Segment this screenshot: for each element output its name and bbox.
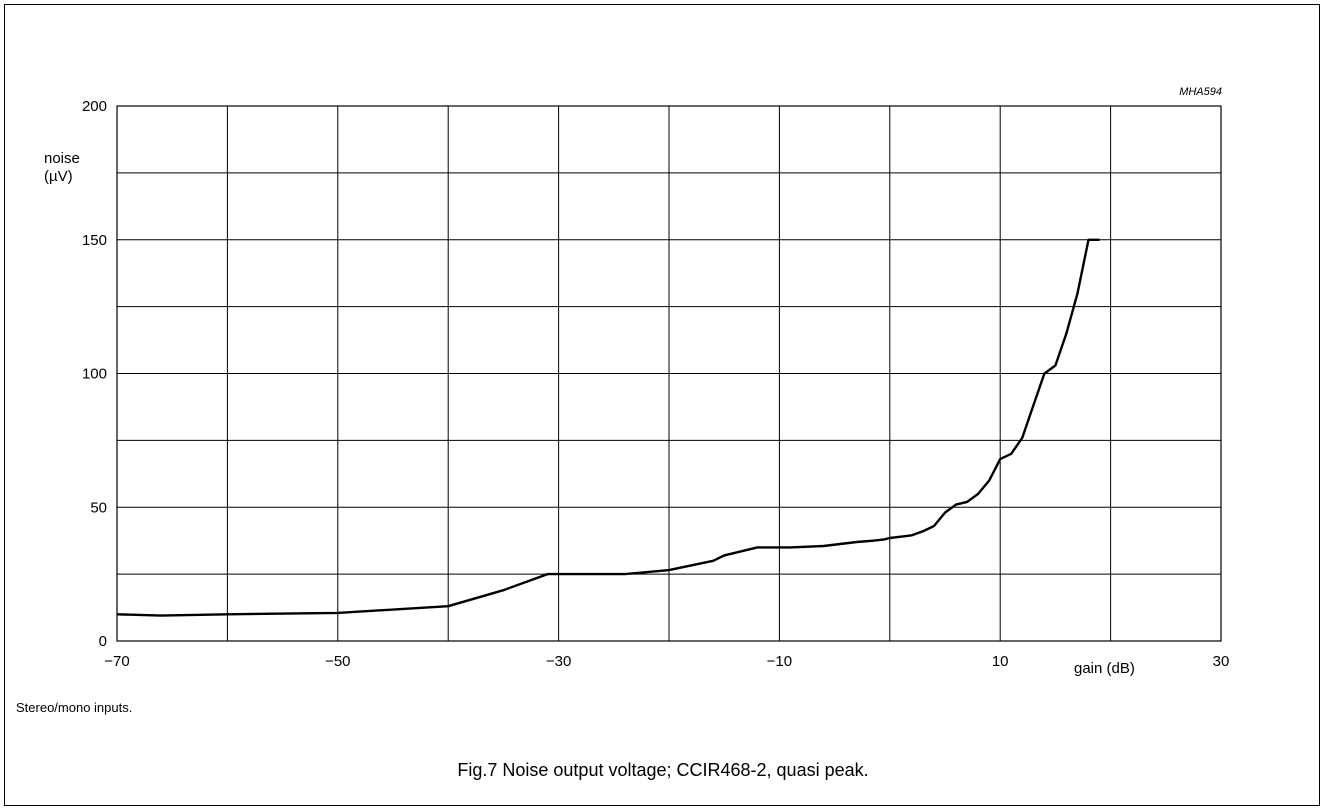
x-tick-label: 30 <box>1213 653 1230 670</box>
y-tick-label: 0 <box>99 633 107 650</box>
x-tick-label: −10 <box>767 653 792 670</box>
x-tick-label: 10 <box>992 653 1009 670</box>
y-tick-label: 100 <box>82 366 107 383</box>
noise-curve <box>116 238 1100 617</box>
note-text: Stereo/mono inputs. <box>16 700 133 715</box>
figure-code: MHA594 <box>1179 86 1222 98</box>
x-axis-label: gain (dB) <box>1074 660 1135 677</box>
x-tick-label: −70 <box>104 653 129 670</box>
figure-frame <box>4 4 1320 806</box>
plot-area-border <box>116 105 1222 642</box>
x-tick-label: −50 <box>325 653 350 670</box>
y-axis-label-line1: noise <box>44 150 80 167</box>
y-tick-label: 50 <box>90 499 107 516</box>
x-tick-label: −30 <box>546 653 571 670</box>
y-tick-label: 200 <box>82 98 107 115</box>
y-tick-label: 150 <box>82 232 107 249</box>
figure-caption: Fig.7 Noise output voltage; CCIR468-2, q… <box>457 760 869 780</box>
y-axis-label-line2: (µV) <box>44 168 73 185</box>
